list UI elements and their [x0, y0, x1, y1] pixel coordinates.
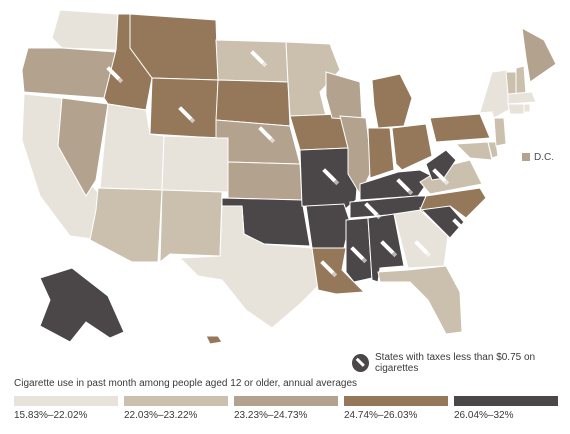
dc-label: D.C.	[534, 152, 554, 163]
legend-title: Cigarette use in past month among people…	[14, 378, 358, 389]
legend-item: 15.83%–22.02%	[14, 396, 118, 421]
state-wyoming	[149, 77, 219, 139]
legend: 15.83%–22.02% 22.03%–23.22% 23.23%–24.73…	[14, 396, 560, 426]
legend-label: 15.83%–22.02%	[14, 410, 88, 421]
tax-markers	[106, 50, 470, 278]
state-north-dakota	[215, 39, 289, 83]
state-nevada	[57, 97, 109, 197]
state-arizona	[89, 187, 163, 263]
tax-note-label: States with taxes less than $0.75 on cig…	[375, 352, 536, 374]
state-new-mexico	[159, 189, 223, 264]
legend-item: 24.74%–26.03%	[344, 396, 448, 421]
legend-swatch	[454, 396, 558, 406]
state-michigan	[371, 73, 413, 129]
legend-swatch	[124, 396, 228, 406]
state-oregon	[21, 47, 117, 99]
state-vermont	[505, 71, 517, 95]
state-new-hampshire	[515, 65, 527, 95]
state-nebraska	[215, 119, 301, 165]
legend-label: 22.03%–23.22%	[124, 410, 198, 421]
state-new-jersey	[493, 117, 507, 147]
state-west-virginia	[425, 149, 457, 181]
state-south-dakota	[215, 79, 291, 127]
state-wisconsin	[325, 71, 363, 121]
state-iowa	[289, 113, 349, 151]
state-maine	[521, 27, 557, 83]
state-kansas	[227, 161, 303, 201]
states-layer	[21, 9, 557, 345]
cigarette-icon	[178, 106, 196, 124]
state-massachusetts	[507, 91, 537, 105]
legend-item: 26.04%–32%	[454, 396, 558, 421]
state-ohio	[391, 123, 433, 171]
state-colorado	[161, 135, 229, 193]
state-connecticut	[507, 103, 525, 115]
cigarette-icon	[352, 354, 370, 372]
state-hawaii	[205, 335, 223, 345]
state-arkansas	[305, 203, 351, 249]
tax-note: States with taxes less than $0.75 on cig…	[352, 352, 570, 374]
state-texas	[178, 205, 327, 329]
legend-item: 23.23%–24.73%	[234, 396, 338, 421]
state-florida	[377, 265, 463, 335]
state-maryland	[454, 141, 493, 161]
state-washington	[51, 9, 119, 51]
legend-swatch	[234, 396, 338, 406]
legend-swatch	[344, 396, 448, 406]
state-minnesota	[285, 41, 341, 117]
state-new-york	[435, 69, 513, 119]
state-georgia	[393, 209, 449, 269]
state-rhode-island	[523, 103, 531, 113]
state-indiana	[367, 127, 395, 179]
state-alaska	[39, 267, 125, 343]
legend-label: 26.04%–32%	[454, 410, 514, 421]
state-pennsylvania	[429, 113, 491, 143]
legend-swatch	[14, 396, 118, 406]
legend-label: 24.74%–26.03%	[344, 410, 418, 421]
state-north-carolina	[419, 187, 487, 219]
legend-item: 22.03%–23.22%	[124, 396, 228, 421]
state-mississippi	[345, 217, 373, 283]
legend-label: 23.23%–24.73%	[234, 410, 308, 421]
dc-swatch	[522, 153, 530, 161]
